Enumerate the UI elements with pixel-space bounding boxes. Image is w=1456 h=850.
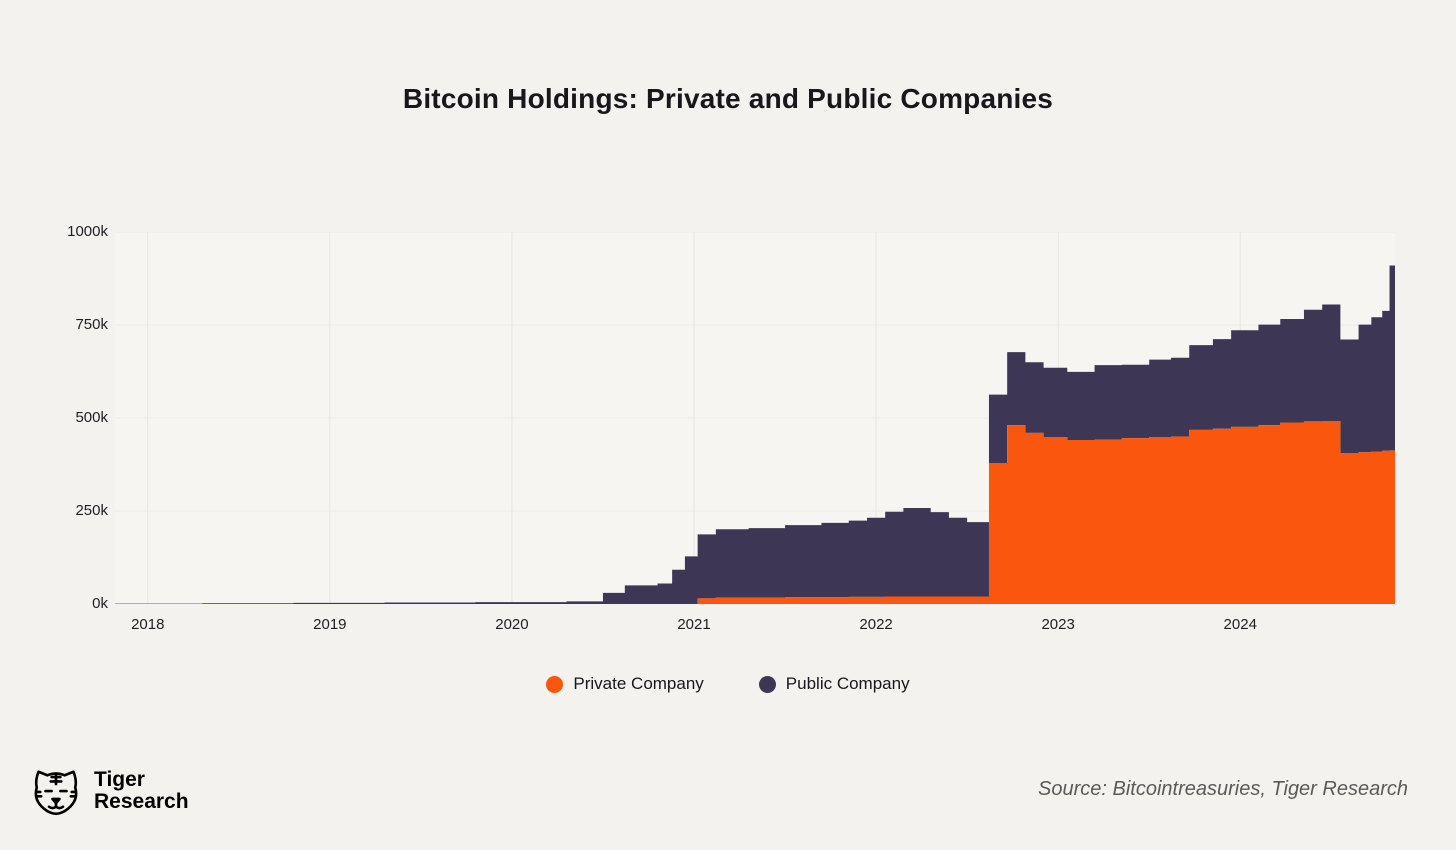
- legend-label-private: Private Company: [573, 674, 704, 693]
- x-tick-label: 2024: [1223, 616, 1257, 633]
- y-tick-label: 250k: [75, 502, 108, 519]
- public-legend-dot-icon: [758, 675, 776, 693]
- legend-label-public: Public Company: [785, 674, 910, 693]
- x-tick-label: 2022: [859, 616, 893, 633]
- x-tick-label: 2018: [131, 616, 165, 633]
- y-tick-label: 0k: [92, 595, 108, 612]
- x-tick-label: 2023: [1041, 616, 1075, 633]
- source-text: Source: Bitcointreasuries, Tiger Researc…: [1038, 778, 1408, 800]
- y-axis: 0k 250k 500k 750k 1000k: [0, 223, 108, 612]
- brand-name-line1: Tiger: [94, 768, 145, 791]
- brand-name-line2: Research: [94, 790, 189, 813]
- x-tick-label: 2021: [677, 616, 711, 633]
- x-tick-label: 2020: [495, 616, 529, 633]
- x-tick-label: 2019: [313, 616, 347, 633]
- brand: Tiger Research: [28, 763, 189, 819]
- x-axis: 2018 2019 2020 2021 2022 2023 2024: [115, 616, 1395, 638]
- brand-name: Tiger Research: [94, 769, 189, 813]
- tiger-logo-icon: [34, 770, 78, 816]
- legend: Private Company Public Company: [0, 674, 1456, 694]
- y-tick-label: 500k: [75, 409, 108, 426]
- legend-item-public: Public Company: [758, 674, 910, 694]
- y-tick-label: 1000k: [67, 223, 108, 240]
- y-tick-label: 750k: [75, 316, 108, 333]
- legend-item-private: Private Company: [546, 674, 704, 694]
- stacked-area-chart: [115, 232, 1395, 604]
- chart-title: Bitcoin Holdings: Private and Public Com…: [402, 83, 1054, 114]
- private-legend-dot-icon: [546, 675, 564, 693]
